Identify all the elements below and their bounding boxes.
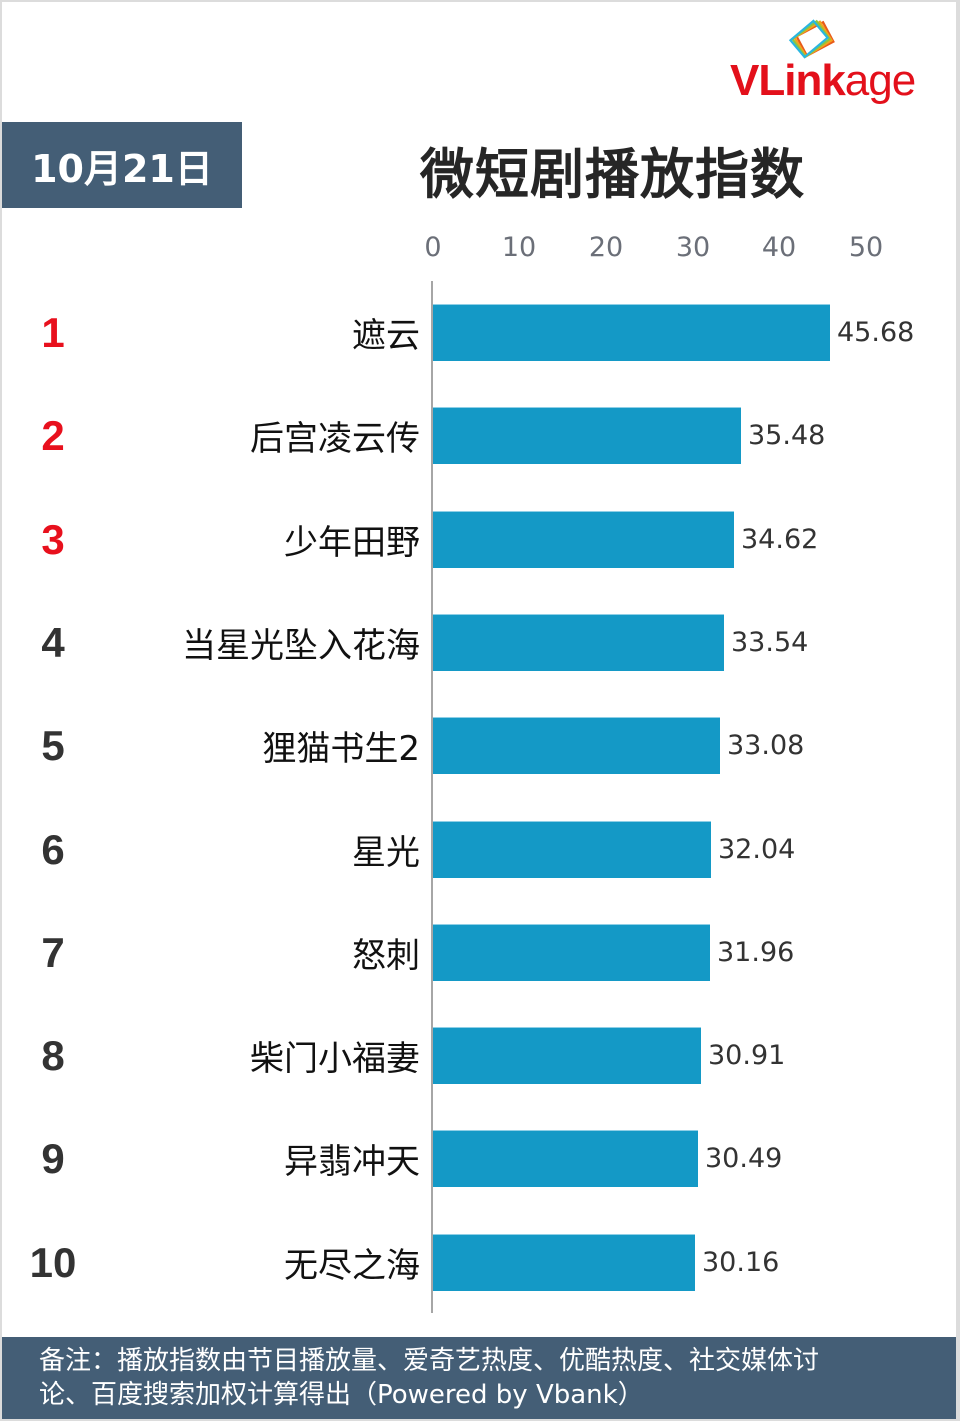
bar-row: 4 当星光坠入花海 33.54: [0, 614, 954, 671]
date-label: 10月21日: [31, 146, 213, 191]
bar-row: 6 星光 32.04: [0, 821, 954, 878]
footer-line-2: 论、百度搜索加权计算得出（Powered by Vbank）: [39, 1380, 644, 1410]
bar-row: 8 柴门小福妻 30.91: [0, 1027, 954, 1084]
drama-name: 柴门小福妻: [250, 1039, 420, 1079]
logo-text: VLinkage: [730, 56, 916, 106]
bar-row: 5 狸猫书生2 33.08: [0, 717, 954, 774]
value-label: 33.08: [727, 730, 805, 761]
value-label: 30.49: [705, 1143, 783, 1174]
rank-number: 9: [41, 1134, 65, 1182]
rank-number: 4: [41, 618, 65, 666]
drama-name: 少年田野: [284, 523, 420, 563]
drama-name: 当星光坠入花海: [182, 626, 420, 666]
bar-row: 1 遮云 45.68: [0, 304, 954, 361]
bar: [433, 1130, 698, 1187]
stacked-cards-icon: [788, 19, 835, 59]
logo-text-bold: VLink: [730, 56, 846, 105]
drama-name: 怒刺: [352, 936, 420, 976]
value-label: 45.68: [837, 317, 915, 348]
footer-line-1: 备注：播放指数由节目播放量、爱奇艺热度、优酷热度、社交媒体讨: [39, 1346, 820, 1376]
bar: [433, 407, 741, 464]
value-label: 32.04: [718, 834, 796, 865]
drama-name: 遮云: [352, 316, 420, 356]
bar: [433, 304, 830, 361]
bar-row: 10 无尽之海 30.16: [0, 1234, 954, 1291]
rank-number: 5: [41, 721, 65, 769]
value-label: 35.48: [748, 420, 826, 451]
rank-number: 10: [29, 1238, 77, 1286]
date-badge: 10月21日: [2, 122, 242, 208]
rank-number: 7: [41, 928, 65, 976]
x-tick: 20: [588, 232, 624, 263]
bar-row: 7 怒刺 31.96: [0, 924, 954, 981]
y-axis-line: [431, 281, 433, 1313]
rank-number: 1: [41, 308, 65, 356]
footer-note: 备注：播放指数由节目播放量、爱奇艺热度、优酷热度、社交媒体讨 论、百度搜索加权计…: [2, 1337, 956, 1419]
x-tick: 50: [848, 232, 884, 263]
bar-row: 3 少年田野 34.62: [0, 511, 954, 568]
drama-name: 狸猫书生2: [262, 729, 420, 769]
rank-number: 8: [41, 1031, 65, 1079]
bar-row: 9 异翡冲天 30.49: [0, 1130, 954, 1187]
value-label: 34.62: [741, 524, 819, 555]
bar: [433, 924, 710, 981]
drama-name: 异翡冲天: [284, 1142, 420, 1182]
x-tick: 40: [761, 232, 797, 263]
bar: [433, 821, 711, 878]
bar: [433, 1234, 695, 1291]
bar: [433, 717, 720, 774]
chart-title: 微短剧播放指数: [420, 143, 805, 206]
rank-number: 3: [41, 515, 65, 563]
vlinkage-logo: VLinkage: [730, 18, 952, 106]
value-label: 30.91: [708, 1040, 786, 1071]
x-tick: 10: [501, 232, 537, 263]
bar: [433, 511, 734, 568]
rank-number: 2: [41, 411, 65, 459]
drama-name: 星光: [352, 833, 420, 873]
rank-number: 6: [41, 825, 65, 873]
bar: [433, 1027, 701, 1084]
value-label: 30.16: [702, 1247, 780, 1278]
x-tick: 30: [675, 232, 711, 263]
bar-row: 2 后宫凌云传 35.48: [0, 407, 954, 464]
bar: [433, 614, 724, 671]
drama-name: 后宫凌云传: [250, 419, 420, 459]
x-tick: 0: [424, 232, 442, 263]
value-label: 33.54: [731, 627, 809, 658]
logo-text-light: age: [844, 56, 916, 105]
drama-name: 无尽之海: [284, 1246, 420, 1286]
value-label: 31.96: [717, 937, 795, 968]
